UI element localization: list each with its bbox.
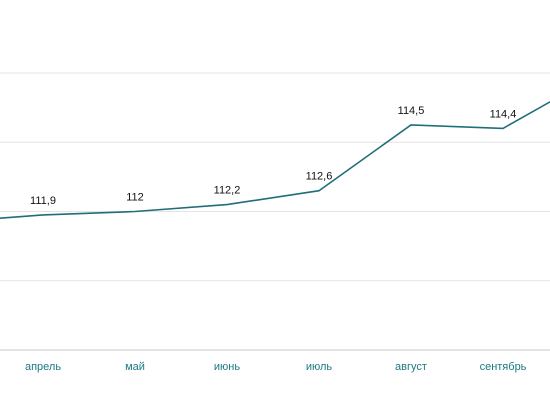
x-tick-label: август xyxy=(395,361,427,373)
x-tick-label: июнь xyxy=(214,361,240,373)
data-label: 112,6 xyxy=(306,171,333,183)
x-tick-label: май xyxy=(125,361,145,373)
line xyxy=(0,100,550,220)
data-label: 114,5 xyxy=(398,105,425,117)
x-tick-label: апрель xyxy=(25,361,61,373)
data-label: 111,9 xyxy=(30,195,56,207)
x-tick-label: июль xyxy=(306,361,333,373)
data-label: 112 xyxy=(126,191,144,203)
data-label: 112,2 xyxy=(214,184,241,196)
data-label: 114,4 xyxy=(490,108,517,120)
x-tick-label: сентябрь xyxy=(480,361,527,373)
